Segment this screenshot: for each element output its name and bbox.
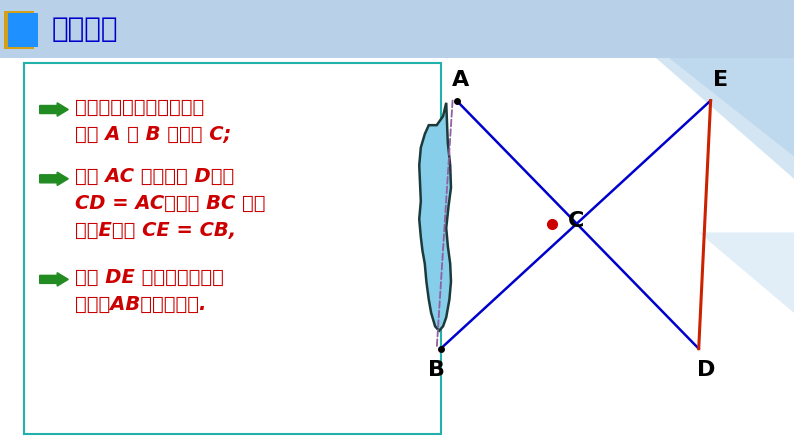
FancyBboxPatch shape — [8, 13, 38, 47]
Text: E: E — [712, 71, 728, 90]
FancyBboxPatch shape — [4, 11, 34, 49]
Text: 连接 DE 并测量出它的长: 连接 DE 并测量出它的长 — [75, 268, 224, 287]
FancyArrow shape — [40, 273, 68, 286]
Text: 到达 A 和 B 点的点 C;: 到达 A 和 B 点的点 C; — [75, 125, 232, 143]
FancyBboxPatch shape — [24, 63, 441, 434]
FancyArrow shape — [40, 103, 68, 116]
Text: D: D — [697, 360, 716, 380]
Text: A: A — [452, 71, 469, 90]
Polygon shape — [699, 232, 794, 313]
Text: 先在地上取一个可以直接: 先在地上取一个可以直接 — [75, 98, 205, 117]
Text: C: C — [568, 211, 584, 231]
Text: 连接 AC 并延长到 D，使: 连接 AC 并延长到 D，使 — [75, 167, 235, 186]
Text: B: B — [428, 360, 445, 380]
Text: 方案一：: 方案一： — [52, 15, 118, 43]
Text: 度即为AB之间的距离.: 度即为AB之间的距离. — [75, 295, 206, 313]
Polygon shape — [596, 0, 794, 156]
Text: CD = AC；连接 BC 并延: CD = AC；连接 BC 并延 — [75, 194, 266, 213]
Text: 长到E，使 CE = CB,: 长到E，使 CE = CB, — [75, 221, 237, 240]
Polygon shape — [651, 54, 794, 179]
FancyArrow shape — [40, 172, 68, 186]
FancyBboxPatch shape — [0, 0, 794, 58]
Polygon shape — [419, 103, 451, 331]
